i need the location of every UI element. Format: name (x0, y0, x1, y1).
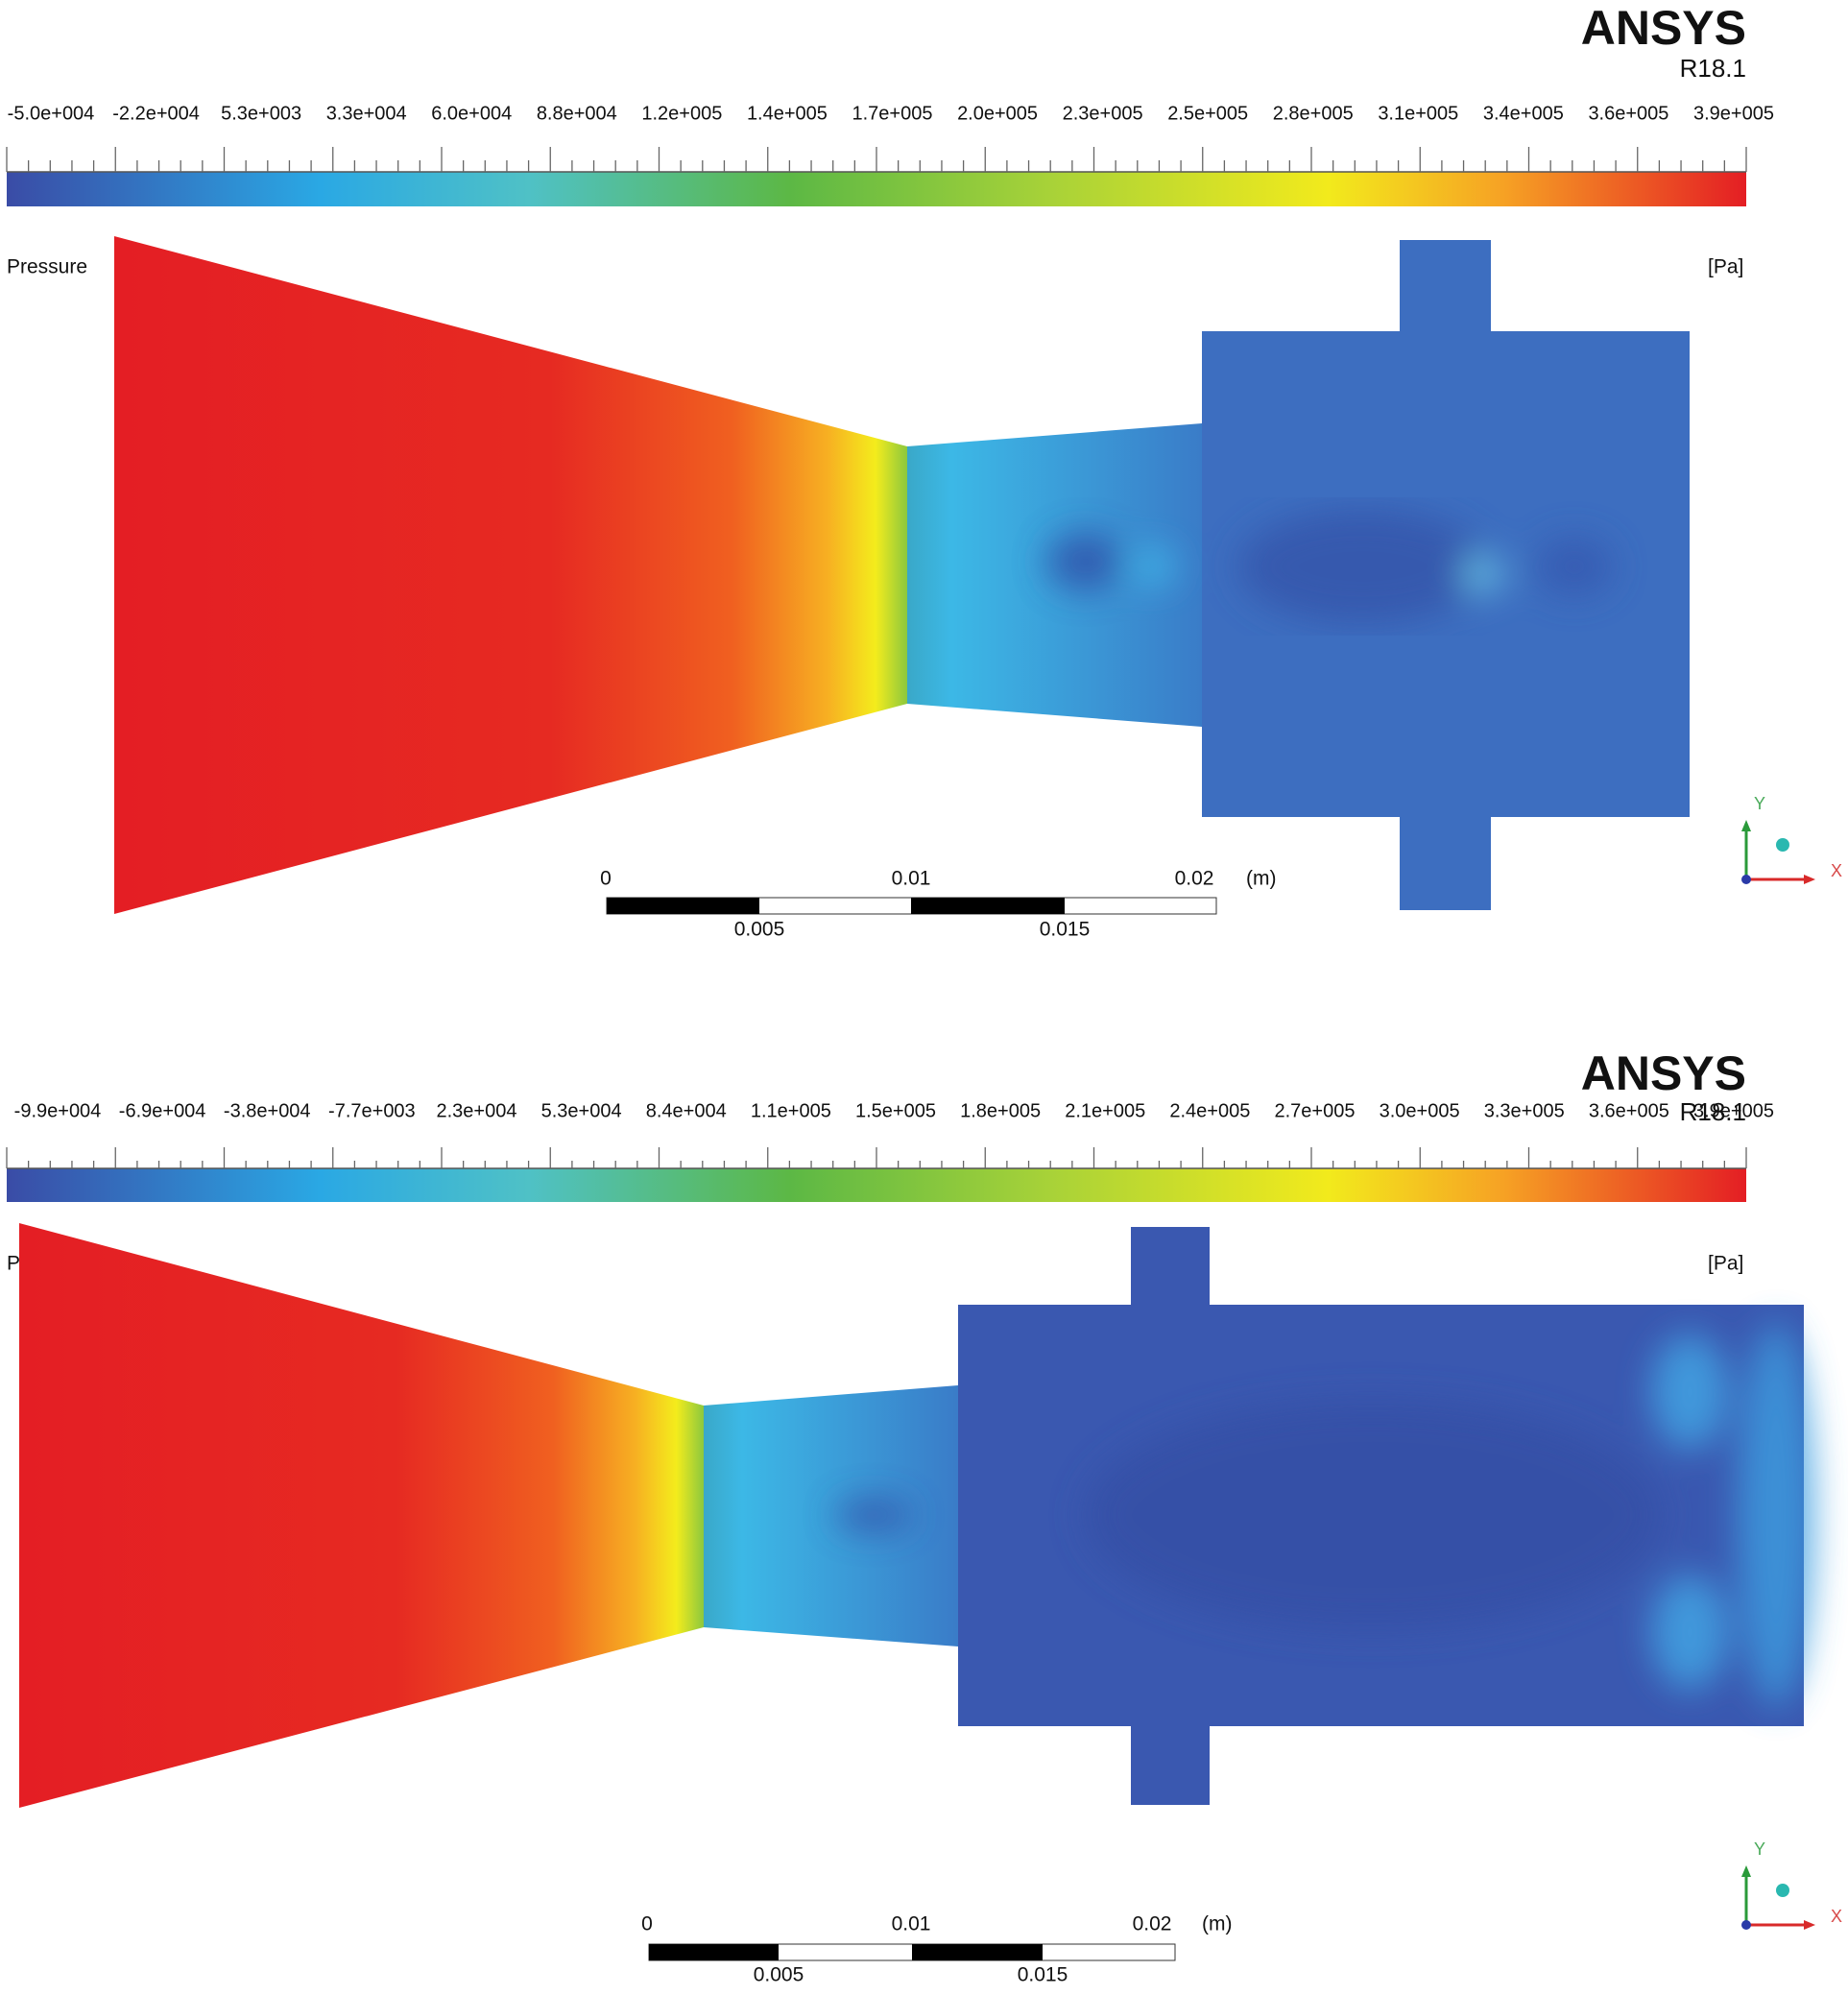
axis-x-head (1804, 875, 1815, 884)
colorbar-label: 2.7e+005 (1275, 1100, 1356, 1121)
colorbar-label: -9.9e+004 (14, 1100, 102, 1121)
colorbar-label: 8.8e+004 (537, 103, 617, 124)
contour-blob (1046, 533, 1123, 590)
axis-origin (1741, 875, 1751, 884)
scale-label: 0.015 (1040, 919, 1091, 941)
colorbar-label: 1.4e+005 (747, 103, 828, 124)
colorbar-label: 3.9e+005 (1693, 103, 1774, 124)
colorbar (7, 1168, 1746, 1202)
scale-label: 0.02 (1133, 1913, 1172, 1935)
colorbar-label: 3.3e+005 (1484, 1100, 1565, 1121)
scale-label: 0 (600, 868, 612, 890)
port (1400, 817, 1491, 910)
colorbar-label: 1.1e+005 (751, 1100, 831, 1121)
scale-segment (912, 1944, 1043, 1960)
contour-detail (1046, 509, 1613, 624)
contour-blob (835, 1500, 912, 1530)
axis-origin (1741, 1920, 1751, 1930)
colorbar-label: 1.5e+005 (855, 1100, 936, 1121)
axis-y-label: Y (1754, 794, 1765, 813)
scale-unit: (m) (1246, 868, 1276, 890)
colorbar-label: 1.8e+005 (960, 1100, 1041, 1121)
colorbar-label: -7.7e+003 (328, 1100, 416, 1121)
port (1131, 1726, 1210, 1805)
scale-segment (911, 898, 1065, 914)
axis-sphere (1776, 1884, 1789, 1897)
axis-y-head (1741, 1865, 1751, 1877)
colorbar-label: 2.3e+005 (1063, 103, 1143, 124)
contour-blob (1738, 1323, 1814, 1707)
colorbar-label: -6.9e+004 (119, 1100, 206, 1121)
scale-label: 0 (641, 1913, 653, 1935)
nozzle-diverging (704, 1385, 958, 1646)
colorbar-label: -2.2e+004 (112, 103, 200, 124)
colorbar-label: 3.6e+005 (1589, 1100, 1669, 1121)
colorbar-label: 2.1e+005 (1065, 1100, 1145, 1121)
version: R18.1 (1680, 1097, 1746, 1126)
scale-label: 0.01 (892, 868, 931, 890)
colorbar-label: 3.1e+005 (1378, 103, 1458, 124)
colorbar-label: -3.8e+004 (224, 1100, 311, 1121)
axis-x-head (1804, 1920, 1815, 1930)
colorbar-label: 1.2e+005 (641, 103, 722, 124)
contour-blob (1462, 555, 1504, 593)
axis-sphere (1776, 838, 1789, 852)
contour-blob (1651, 1574, 1728, 1690)
scale-segment (607, 898, 759, 914)
colorbar-label: 5.3e+003 (221, 103, 301, 124)
scale-segment (649, 1944, 779, 1960)
contour-blob (1238, 509, 1488, 624)
contour-blob (1085, 1400, 1661, 1630)
colorbar-label: 2.5e+005 (1167, 103, 1248, 124)
nozzle-converging (19, 1223, 704, 1808)
colorbar-label: 8.4e+004 (646, 1100, 727, 1121)
scale-label: 0.02 (1175, 868, 1214, 890)
colorbar-label: 2.3e+004 (437, 1100, 517, 1121)
colorbar-label: 3.3e+004 (326, 103, 407, 124)
scale-label: 0.005 (754, 1964, 804, 1986)
colorbar-label: -5.0e+004 (8, 103, 95, 124)
scale-label: 0.01 (892, 1913, 931, 1935)
unit: [Pa] (1708, 1253, 1743, 1275)
quantity: Pressure (7, 256, 87, 278)
axis-x-label: X (1831, 861, 1842, 880)
brand: ANSYS (1581, 1, 1746, 55)
colorbar-label: 2.4e+005 (1169, 1100, 1250, 1121)
colorbar-label: 3.0e+005 (1380, 1100, 1460, 1121)
axis-y-label: Y (1754, 1839, 1765, 1859)
axis-y-head (1741, 820, 1751, 831)
contour-detail (835, 1323, 1814, 1707)
colorbar (7, 172, 1746, 206)
scale-unit: (m) (1202, 1913, 1232, 1935)
colorbar-label: 3.4e+005 (1483, 103, 1564, 124)
brand: ANSYS (1581, 1046, 1746, 1100)
port (1131, 1227, 1210, 1305)
axis-x-label: X (1831, 1907, 1842, 1926)
scale-label: 0.015 (1018, 1964, 1068, 1986)
port (1400, 240, 1491, 331)
colorbar-label: 1.7e+005 (852, 103, 933, 124)
colorbar-label: 6.0e+004 (431, 103, 512, 124)
contour-blob (1651, 1334, 1728, 1450)
contour-blob (1128, 547, 1176, 586)
version: R18.1 (1680, 54, 1746, 83)
colorbar-label: 2.8e+005 (1273, 103, 1354, 124)
nozzle-converging (114, 236, 907, 914)
unit: [Pa] (1708, 256, 1743, 278)
colorbar-label: 3.6e+005 (1588, 103, 1668, 124)
colorbar-label: 2.0e+005 (957, 103, 1038, 124)
colorbar-label: 3.9e+005 (1693, 1100, 1774, 1121)
scale-label: 0.005 (734, 919, 785, 941)
colorbar-label: 5.3e+004 (541, 1100, 622, 1121)
contour-blob (1536, 538, 1613, 595)
